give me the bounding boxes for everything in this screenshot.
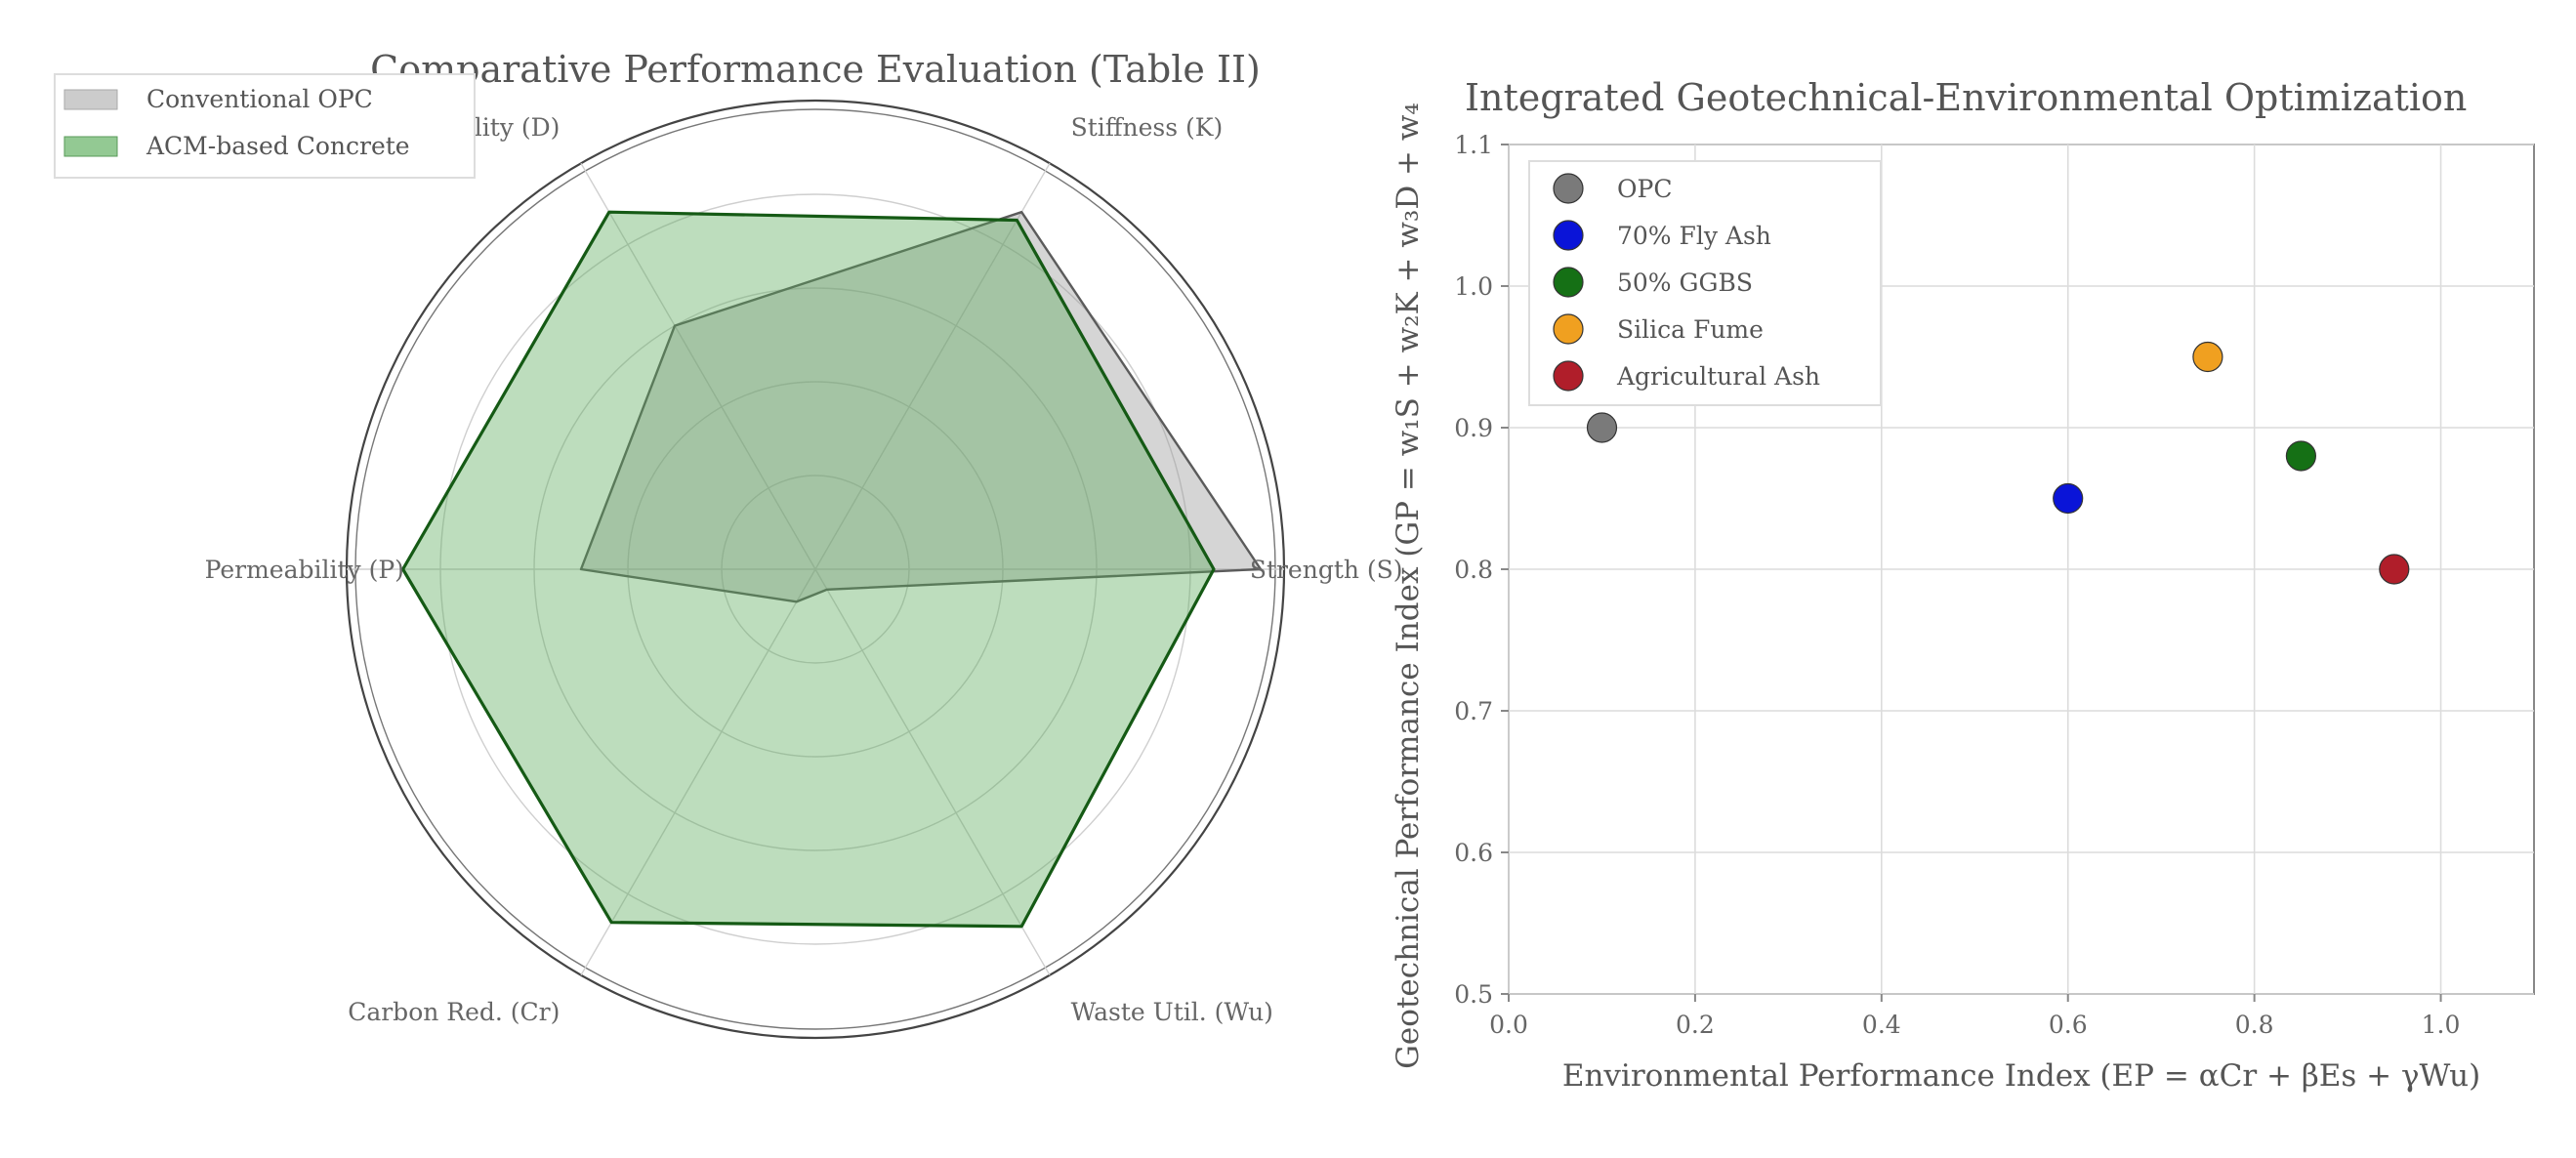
- scatter-y-tick-label: 0.6: [1454, 839, 1493, 867]
- scatter-legend-items: OPC 70% Fly Ash 50% GGBS Silica Fume Agricul…: [1553, 173, 1820, 392]
- scatter-legend-label: Agricultural Ash: [1616, 362, 1820, 391]
- radar-spoke: [580, 568, 816, 976]
- scatter-y-tick-label: 0.8: [1454, 556, 1493, 584]
- radar-chart: Comparative Performance Evaluation (Tabl…: [54, 48, 1403, 1040]
- scatter-legend: OPC 70% Fly Ash 50% GGBS Silica Fume Agricul…: [1528, 160, 1882, 406]
- scatter-y-tick-label: 1.0: [1454, 272, 1493, 301]
- scatter-point: [1586, 412, 1618, 443]
- radar-grid: [345, 99, 1286, 1040]
- scatter-ticks: 0.0 0.2 0.4 0.6 0.8 1.0 0.5 0.6 0.7 0.8 0.9 1.0 1.1: [1454, 131, 2460, 1039]
- scatter-point: [2192, 341, 2223, 373]
- scatter-legend-marker: [1553, 360, 1584, 392]
- radar-spoke: [814, 568, 1051, 976]
- scatter-legend-label: OPC: [1617, 175, 1672, 203]
- scatter-x-tick-label: 0.8: [2235, 1011, 2274, 1039]
- radar-axis-label: Strength (S): [1250, 556, 1403, 584]
- scatter-x-tick-label: 0.2: [1676, 1011, 1715, 1039]
- scatter-point: [2379, 554, 2410, 585]
- scatter-x-tick-label: 1.0: [2422, 1011, 2461, 1039]
- scatter-legend-label: 70% Fly Ash: [1617, 222, 1771, 250]
- radar-axis-label: Permeability (P): [205, 556, 404, 584]
- scatter-point: [2053, 482, 2084, 515]
- radar-axis-label: Waste Util. (Wu): [1071, 998, 1273, 1026]
- scatter-legend-marker: [1553, 173, 1584, 204]
- scatter-point: [2285, 440, 2316, 472]
- radar-legend-frame: [54, 73, 476, 179]
- scatter-y-tick-label: 0.5: [1454, 980, 1493, 1009]
- radar-title: Comparative Performance Evaluation (Tabl…: [370, 48, 1261, 91]
- legend-swatch-opc: [63, 89, 118, 110]
- scatter-x-tick-label: 0.4: [1862, 1011, 1901, 1039]
- radar-axis-label: Stiffness (K): [1071, 113, 1224, 142]
- scatter-y-tick-label: 0.7: [1454, 697, 1493, 725]
- scatter-y-tick-label: 0.9: [1454, 414, 1493, 442]
- scatter-legend-label: 50% GGBS: [1617, 269, 1753, 297]
- radar-axis-label: Carbon Red. (Cr): [348, 998, 560, 1026]
- scatter-chart: Integrated Geotechnical-Environmental Op…: [1391, 76, 2535, 1094]
- radar-spoke: [814, 162, 1051, 570]
- radar-series: [401, 210, 1263, 929]
- scatter-title: Integrated Geotechnical-Environmental Op…: [1465, 76, 2467, 119]
- scatter-x-tick-label: 0.0: [1489, 1011, 1528, 1039]
- legend-label-opc: Conventional OPC: [146, 85, 373, 113]
- scatter-legend-label: Silica Fume: [1617, 315, 1764, 344]
- scatter-legend-marker: [1553, 220, 1584, 251]
- scatter-points: [1586, 341, 2410, 585]
- scatter-x-label: Environmental Performance Index (EP = αC…: [1562, 1058, 2480, 1094]
- radar-legend: Conventional OPC ACM-based Concrete: [54, 73, 476, 179]
- scatter-y-tick-label: 1.1: [1454, 131, 1493, 159]
- radar-series-opc: [579, 210, 1263, 603]
- radar-spoke: [580, 162, 816, 570]
- scatter-y-label: Geotechnical Performance Index (GP = w₁S…: [1391, 103, 1426, 1069]
- scatter-legend-marker: [1553, 313, 1584, 345]
- scatter-legend-frame: [1528, 160, 1882, 406]
- legend-label-acm: ACM-based Concrete: [145, 132, 410, 160]
- scatter-legend-marker: [1553, 267, 1584, 298]
- radar-series-acm: [401, 210, 1216, 929]
- scatter-x-tick-label: 0.6: [2049, 1011, 2088, 1039]
- legend-swatch-acm: [63, 136, 118, 157]
